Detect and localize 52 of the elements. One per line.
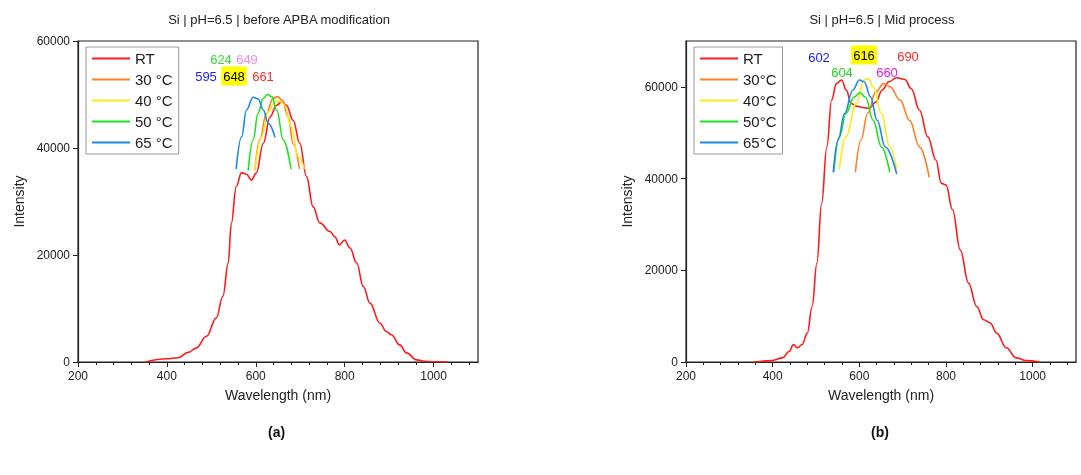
x-tick-label: 600 (245, 369, 267, 383)
chart-title: Si | pH=6.5 | before APBA modification (168, 12, 390, 27)
legend-label: RT (135, 50, 155, 67)
legend-label: 30°C (743, 71, 777, 88)
legend-label: 65 °C (135, 134, 173, 151)
y-tick-label: 20000 (36, 248, 71, 262)
legend-label: RT (743, 50, 763, 67)
text: (b) (871, 424, 889, 440)
x-tick-label: 1000 (1019, 369, 1047, 383)
y-tick-label: 20000 (644, 263, 679, 278)
legend-label: 50 °C (135, 113, 173, 130)
x-tick-label: 400 (156, 369, 178, 383)
x-axis-title: Wavelength (nm) (827, 387, 935, 403)
annotation: 604 (831, 64, 853, 80)
y-tick-label: 0 (63, 355, 71, 369)
x-tick-label: 600 (849, 369, 870, 383)
text: (a) (268, 424, 286, 440)
line-series (832, 92, 891, 173)
annotation: 616 (853, 47, 875, 63)
x-axis-title: Wavelength (nm) (224, 387, 332, 403)
annotation: 661 (252, 68, 274, 84)
legend-label: 40°C (743, 92, 777, 109)
y-axis-title: Intensity (10, 175, 27, 228)
x-tick-label: 1000 (420, 369, 448, 383)
x-tick-label: 400 (762, 369, 783, 383)
x-tick-label: 200 (67, 369, 89, 383)
annotation: 649 (236, 51, 258, 67)
x-tick-label: 800 (334, 369, 355, 383)
y-axis-title: Intensity (618, 175, 635, 228)
y-tick-label: 0 (671, 355, 679, 369)
legend-label: 50°C (743, 113, 777, 130)
annotation: 690 (897, 48, 919, 64)
y-tick-label: 60000 (644, 79, 679, 94)
annotation: 595 (195, 68, 217, 84)
annotation: 624 (210, 51, 232, 67)
line-series (838, 77, 898, 170)
y-tick-label: 40000 (36, 141, 71, 155)
line-series (247, 93, 292, 171)
y-tick-label: 40000 (644, 171, 679, 186)
line-series (235, 96, 276, 170)
line-series (832, 79, 898, 175)
legend-label: 65°C (743, 134, 777, 151)
annotation: 660 (876, 64, 898, 80)
legend-label: 30 °C (135, 71, 173, 88)
x-tick-label: 200 (675, 369, 697, 383)
legend-label: 40 °C (135, 92, 173, 109)
annotation: 648 (223, 68, 245, 84)
annotation: 602 (808, 49, 830, 65)
chart-title: Si | pH=6.5 | Mid process (809, 12, 956, 27)
line-series (854, 82, 930, 178)
x-tick-label: 800 (935, 369, 957, 383)
y-tick-label: 60000 (36, 34, 71, 48)
